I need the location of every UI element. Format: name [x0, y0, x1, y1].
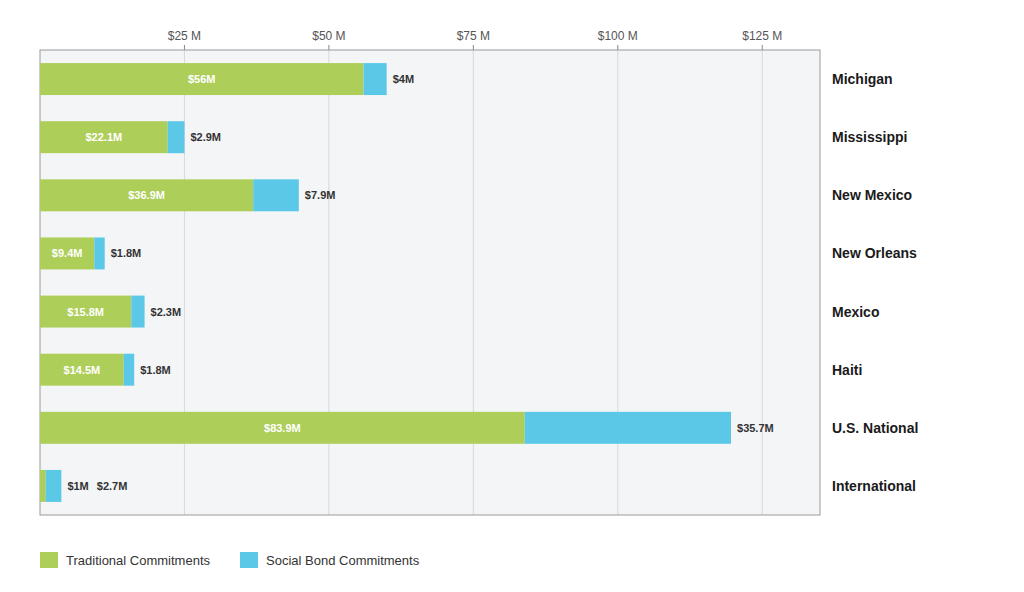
data-label: $36.9M — [128, 189, 165, 201]
bar-segment — [40, 470, 46, 502]
grid-line — [617, 50, 618, 515]
plot-frame — [40, 50, 820, 515]
tick-label: $50 M — [312, 29, 345, 43]
y-axis: Michigan Mississippi New Mexico New Orleans… — [832, 71, 918, 494]
bar-segment — [40, 179, 253, 211]
legend-label: Social Bond Commitments — [266, 553, 420, 568]
bar-segment — [40, 296, 131, 328]
category-label: New Orleans — [832, 245, 917, 261]
tick-mark — [762, 45, 763, 50]
category-label: Michigan — [832, 71, 893, 87]
data-label: $35.7M — [737, 422, 774, 434]
data-label: $4M — [393, 73, 414, 85]
legend-swatch — [240, 552, 258, 568]
bar-segment — [46, 470, 62, 502]
bar-segment — [364, 63, 387, 95]
category-label: International — [832, 478, 916, 494]
bar-segment — [40, 237, 94, 269]
data-labels: $56M $4M $22.1M $2.9M $36.9M $7.9M $9.4M $1.8M $… — [52, 73, 774, 492]
plot-background — [40, 50, 820, 515]
tick-mark — [617, 45, 618, 50]
legend-label: Traditional Commitments — [66, 553, 211, 568]
tick-mark — [473, 45, 474, 50]
category-label: New Mexico — [832, 187, 912, 203]
category-label: Mississippi — [832, 129, 907, 145]
bar-segment — [131, 296, 144, 328]
grid-line — [473, 50, 474, 515]
tick-label: $75 M — [457, 29, 490, 43]
tick-label: $25 M — [168, 29, 201, 43]
tick-label: $100 M — [598, 29, 638, 43]
category-label: U.S. National — [832, 420, 918, 436]
bar-segment — [40, 354, 124, 386]
grid-line — [328, 50, 329, 515]
data-label: $1.8M — [140, 364, 171, 376]
data-label: $2.7M — [97, 480, 128, 492]
legend: Traditional Commitments Social Bond Commi… — [40, 552, 420, 568]
bars — [40, 63, 731, 502]
tick-label: $125 M — [742, 29, 782, 43]
bar-segment — [40, 63, 364, 95]
data-label: $1M — [67, 480, 88, 492]
grid-line — [184, 50, 185, 515]
chart: $25 M $50 M $75 M $100 M $125 M $56M $4M $22.1M… — [0, 0, 1024, 592]
tick-mark — [328, 45, 329, 50]
bar-segment — [168, 121, 185, 153]
grid — [184, 50, 762, 515]
bar-segment — [124, 354, 134, 386]
grid-line — [762, 50, 763, 515]
legend-swatch — [40, 552, 58, 568]
data-label: $1.8M — [111, 247, 142, 259]
data-label: $56M — [188, 73, 216, 85]
category-label: Mexico — [832, 304, 879, 320]
bar-segment — [40, 121, 168, 153]
data-label: $2.9M — [190, 131, 221, 143]
bar-segment — [525, 412, 731, 444]
data-label: $22.1M — [85, 131, 122, 143]
data-label: $14.5M — [64, 364, 101, 376]
bar-segment — [253, 179, 299, 211]
data-label: $7.9M — [305, 189, 336, 201]
data-label: $2.3M — [151, 306, 182, 318]
data-label: $83.9M — [264, 422, 301, 434]
data-label: $15.8M — [67, 306, 104, 318]
bar-segment — [94, 237, 104, 269]
bar-segment — [40, 412, 525, 444]
category-label: Haiti — [832, 362, 862, 378]
tick-mark — [184, 45, 185, 50]
x-axis: $25 M $50 M $75 M $100 M $125 M — [168, 29, 782, 50]
data-label: $9.4M — [52, 247, 83, 259]
